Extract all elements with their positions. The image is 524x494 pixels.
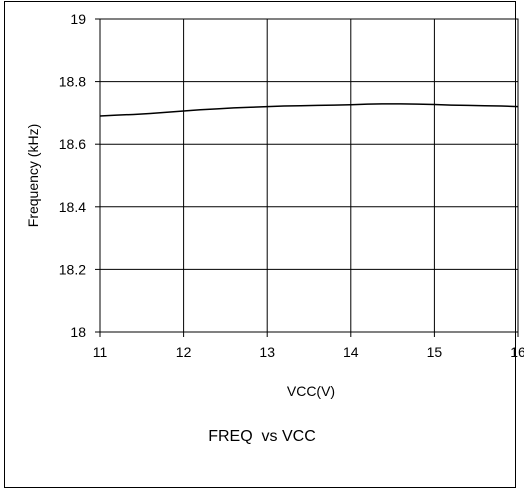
x-tick-label: 15 bbox=[427, 344, 443, 360]
y-tick-label: 19 bbox=[70, 11, 86, 27]
x-axis-ticks: 11 12 13 14 15 16 bbox=[93, 332, 524, 360]
x-tick-label: 16 bbox=[510, 344, 524, 360]
chart-caption: FREQ vs VCC bbox=[208, 428, 316, 445]
y-tick-label: 18.8 bbox=[59, 74, 86, 90]
y-tick-label: 18 bbox=[70, 324, 86, 340]
x-tick-label: 12 bbox=[176, 344, 192, 360]
x-tick-label: 14 bbox=[343, 344, 359, 360]
y-tick-label: 18.2 bbox=[59, 261, 86, 277]
y-tick-label: 18.4 bbox=[59, 199, 86, 215]
x-tick-label: 13 bbox=[259, 344, 275, 360]
series-line-frequency bbox=[99, 103, 519, 117]
y-tick-label: 18.6 bbox=[59, 136, 86, 152]
x-tick-label: 11 bbox=[93, 344, 108, 360]
y-axis-title: Frequency (kHz) bbox=[25, 124, 41, 227]
y-axis-ticks: 18 18.2 18.4 18.6 18.8 19 bbox=[59, 11, 100, 340]
x-axis-title: VCC(V) bbox=[287, 383, 335, 399]
chart-frame bbox=[4, 1, 516, 488]
grid-lines bbox=[99, 18, 519, 333]
plot-area bbox=[99, 18, 519, 333]
